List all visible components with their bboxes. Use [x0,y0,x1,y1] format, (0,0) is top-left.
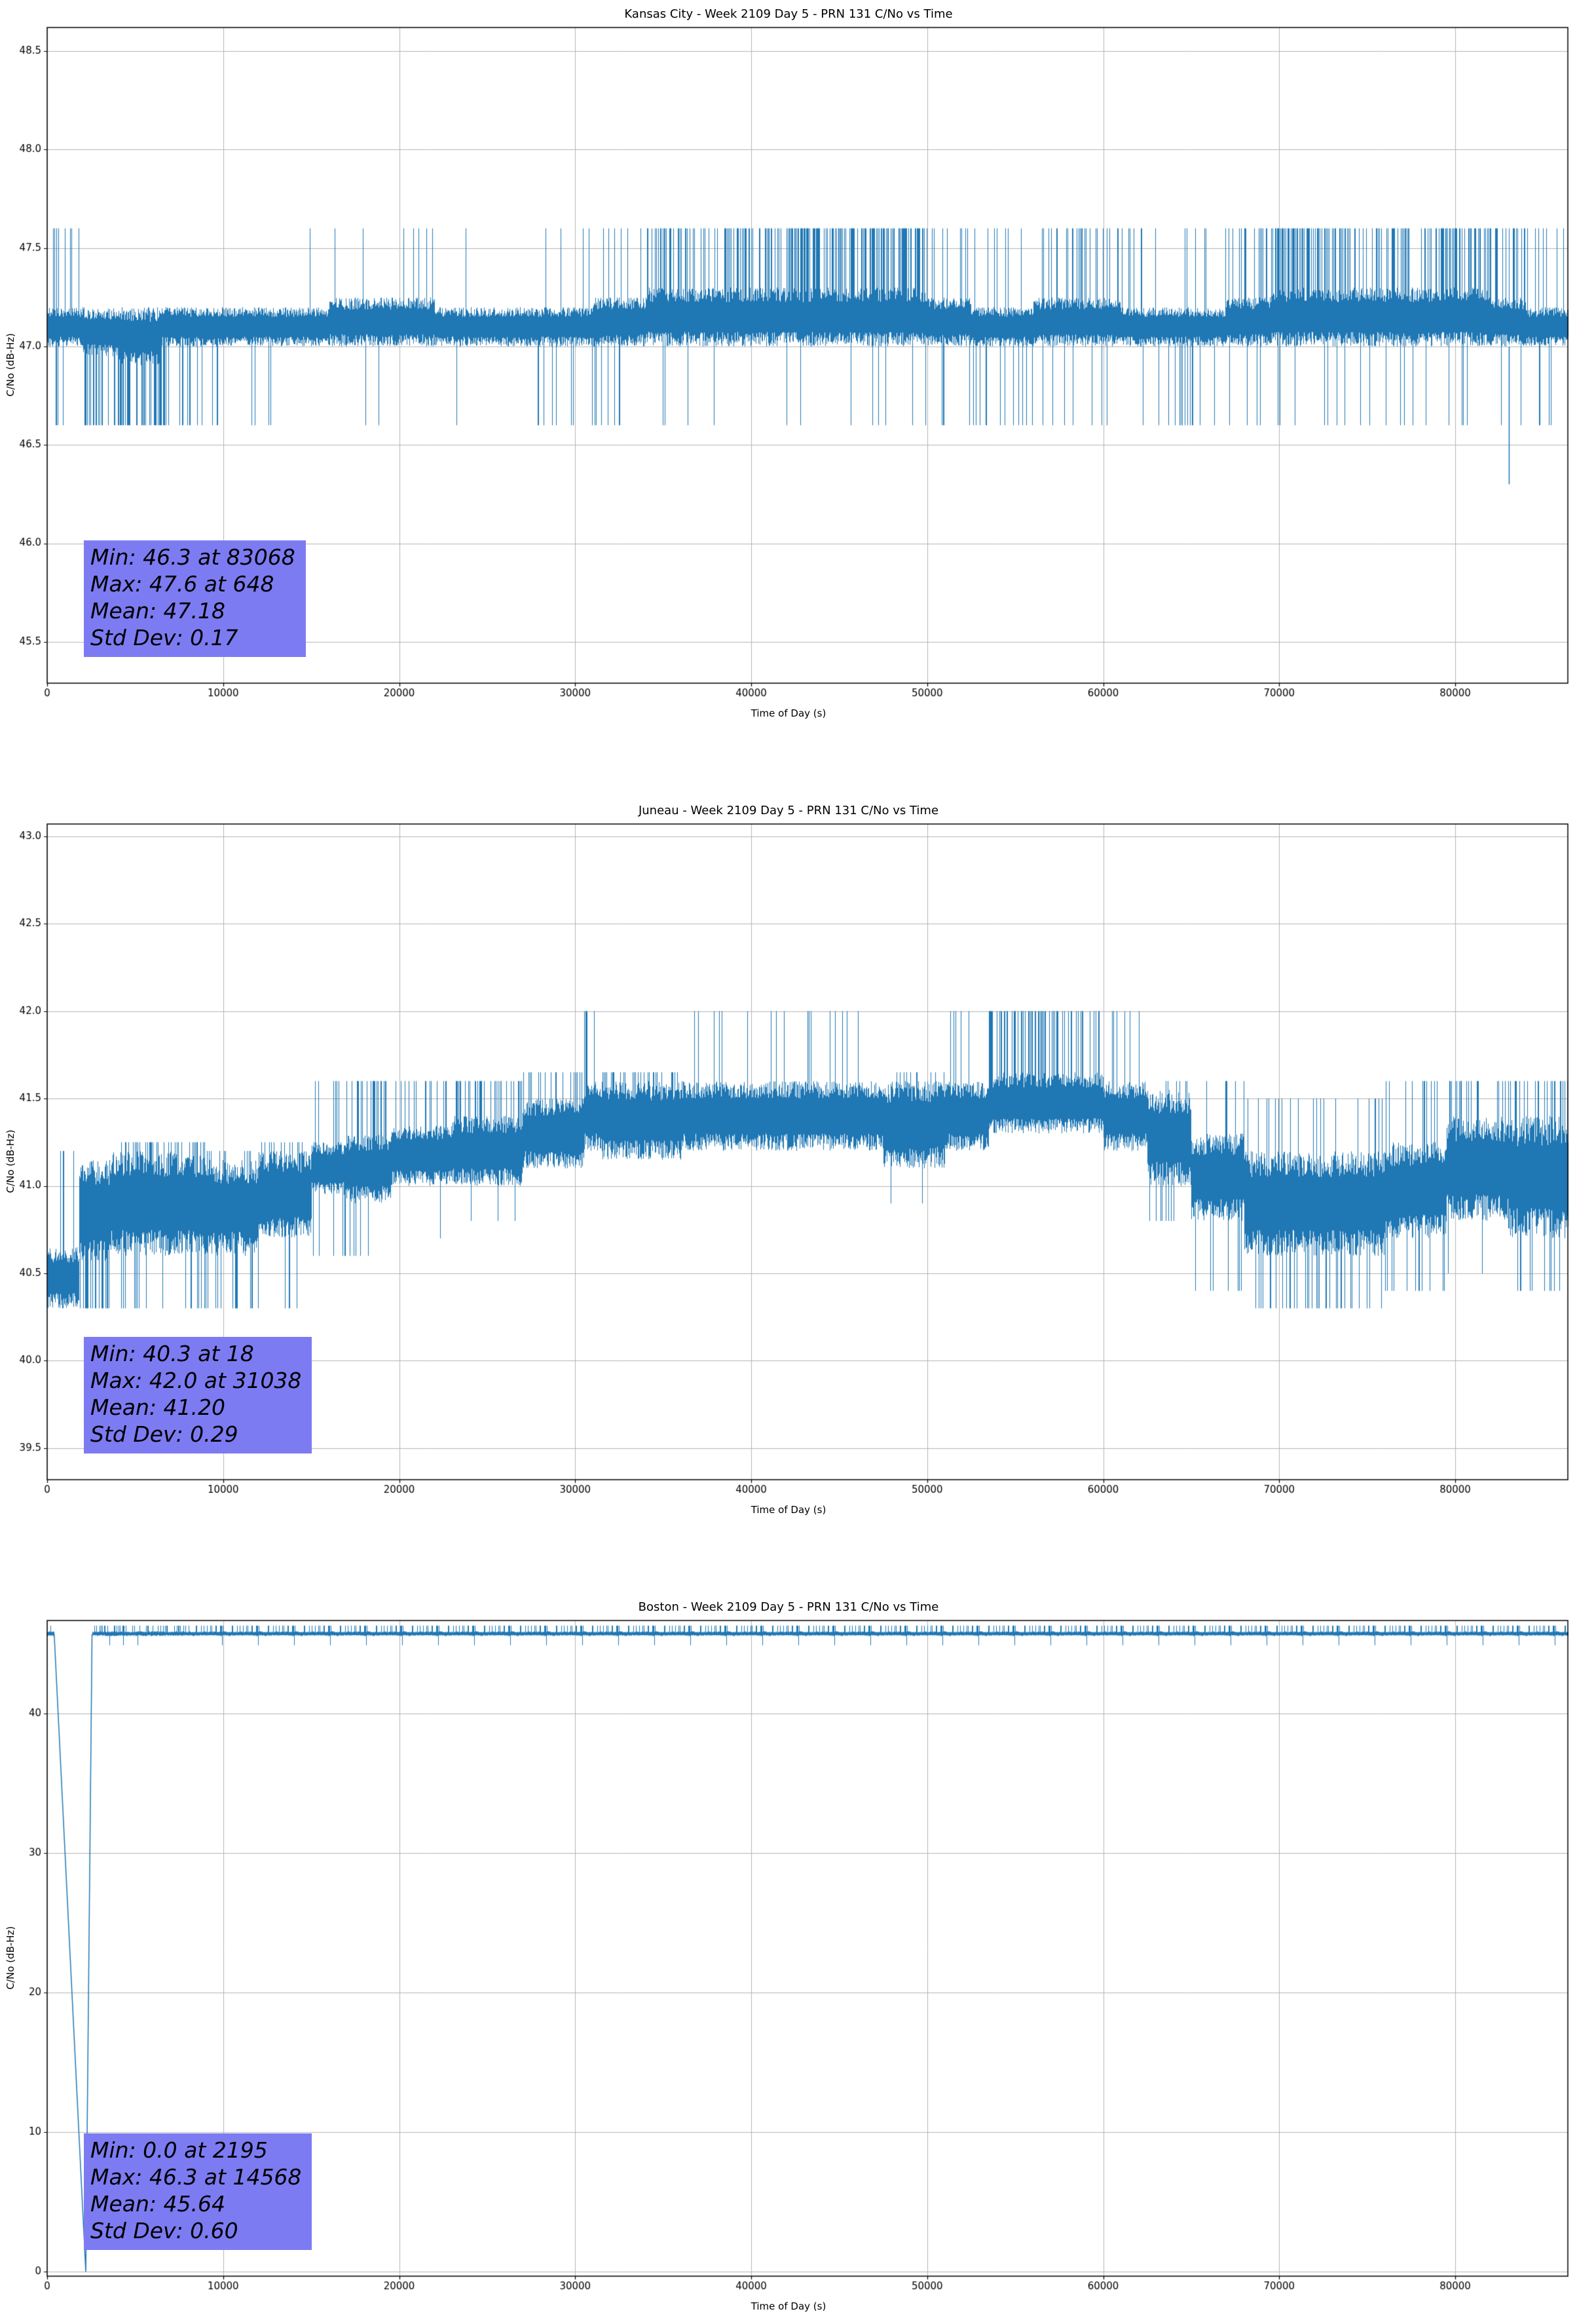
figure-kansas-city: Kansas City - Week 2109 Day 5 - PRN 131 … [0,7,1577,721]
stat-max: Max: 46.3 at 14568 [90,2164,302,2190]
y-axis-label-kansas-city: C/No (dB-Hz) [5,333,16,396]
y-axis-label-boston: C/No (dB-Hz) [5,1926,16,1989]
plot-area-juneau: C/No (dB-Hz) Min: 40.3 at 18 Max: 42.0 a… [3,819,1574,1503]
chart-title-boston: Boston - Week 2109 Day 5 - PRN 131 C/No … [638,1600,939,1614]
plot-area-kansas-city: C/No (dB-Hz) Min: 46.3 at 83068 Max: 47.… [3,22,1574,707]
stat-stddev: Std Dev: 0.60 [90,2218,238,2244]
stat-min: Min: 46.3 at 83068 [90,544,295,571]
figure-boston: Boston - Week 2109 Day 5 - PRN 131 C/No … [0,1600,1577,2314]
stat-mean: Mean: 47.18 [90,598,225,624]
x-axis-label-boston: Time of Day (s) [751,2300,826,2312]
stat-stddev: Std Dev: 0.17 [90,625,238,651]
stat-max: Max: 47.6 at 648 [90,571,274,597]
chart-title-kansas-city: Kansas City - Week 2109 Day 5 - PRN 131 … [624,7,953,21]
stat-mean: Mean: 41.20 [90,1395,225,1421]
plot-area-boston: C/No (dB-Hz) Min: 0.0 at 2195 Max: 46.3 … [3,1615,1574,2300]
chart-title-juneau: Juneau - Week 2109 Day 5 - PRN 131 C/No … [638,804,939,817]
stat-min: Min: 40.3 at 18 [90,1341,254,1367]
figure-juneau: Juneau - Week 2109 Day 5 - PRN 131 C/No … [0,803,1577,1518]
stats-annotation-boston: Min: 0.0 at 2195 Max: 46.3 at 14568 Mean… [84,2133,312,2250]
x-axis-label-juneau: Time of Day (s) [751,1504,826,1516]
x-axis-label-kansas-city: Time of Day (s) [751,707,826,719]
stat-mean: Mean: 45.64 [90,2191,225,2217]
stat-max: Max: 42.0 at 31038 [90,1368,302,1394]
stat-stddev: Std Dev: 0.29 [90,1421,238,1448]
y-axis-label-juneau: C/No (dB-Hz) [5,1129,16,1193]
stats-annotation-juneau: Min: 40.3 at 18 Max: 42.0 at 31038 Mean:… [84,1337,312,1453]
stats-annotation-kansas-city: Min: 46.3 at 83068 Max: 47.6 at 648 Mean… [84,540,306,657]
stat-min: Min: 0.0 at 2195 [90,2137,268,2164]
